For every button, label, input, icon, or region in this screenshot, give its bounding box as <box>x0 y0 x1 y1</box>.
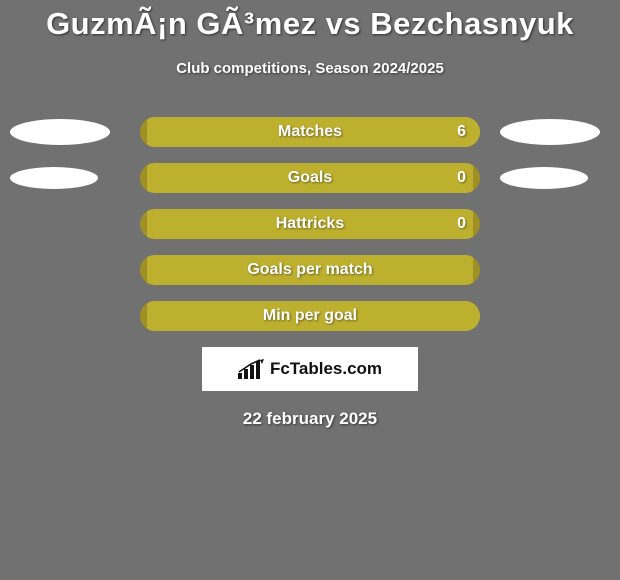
stat-bar-fill <box>147 163 473 193</box>
player-left-marker <box>10 119 110 145</box>
logo-box: FcTables.com <box>202 347 418 391</box>
stat-bar-fill <box>147 209 473 239</box>
stat-row: Min per goal <box>0 301 620 331</box>
stat-bar: Hattricks0 <box>140 209 480 239</box>
stat-bar-fill <box>147 117 480 147</box>
player-left-marker <box>10 167 98 189</box>
player-right-marker <box>500 167 588 189</box>
player-right-marker <box>500 119 600 145</box>
comparison-chart: Matches6 Goals0 Hattricks0 Goals per match M… <box>0 117 620 331</box>
stat-row: Hattricks0 <box>0 209 620 239</box>
container: GuzmÃ¡n GÃ³mez vs Bezchasnyuk Club compe… <box>0 0 620 580</box>
stat-bar-fill <box>147 255 473 285</box>
stat-row: Goals0 <box>0 163 620 193</box>
stat-row: Goals per match <box>0 255 620 285</box>
logo-text: FcTables.com <box>270 359 382 379</box>
page-title: GuzmÃ¡n GÃ³mez vs Bezchasnyuk <box>0 6 620 42</box>
stat-bar: Goals0 <box>140 163 480 193</box>
stat-bar: Min per goal <box>140 301 480 331</box>
stat-bar: Matches6 <box>140 117 480 147</box>
date-label: 22 february 2025 <box>0 409 620 429</box>
stat-row: Matches6 <box>0 117 620 147</box>
stat-bar-fill <box>147 301 480 331</box>
subtitle: Club competitions, Season 2024/2025 <box>0 60 620 77</box>
stat-bar: Goals per match <box>140 255 480 285</box>
logo-icon <box>238 359 264 379</box>
